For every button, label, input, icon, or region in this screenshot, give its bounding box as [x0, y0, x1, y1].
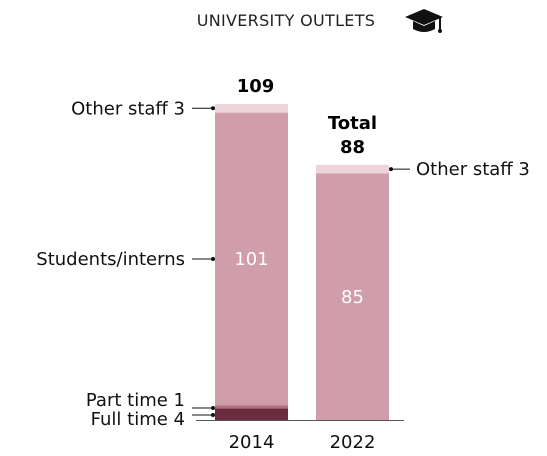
graduation-cap-icon	[405, 9, 443, 33]
chart-title: UNIVERSITY OUTLETS	[197, 11, 376, 30]
bar-segment-2014-part-time	[215, 405, 288, 409]
leader-dot-2014-full-time	[211, 413, 215, 417]
annotation-2022-other-staff: Other staff 3	[416, 159, 530, 180]
bar-segment-2014-full-time	[215, 408, 288, 420]
annotation-2014-part-time: Part time 1	[86, 390, 185, 411]
annotation-2014-students-interns: Students/interns	[36, 249, 185, 270]
x-tick-label-2022: 2022	[330, 432, 376, 453]
leader-dot-2014-other-staff	[211, 106, 215, 111]
total-value-2014: 109	[237, 76, 275, 97]
chart-header: UNIVERSITY OUTLETS	[197, 9, 443, 33]
bar-segment-2014-students-interns	[215, 112, 288, 406]
chart-bars	[215, 103, 389, 420]
total-heading-2022: Total	[328, 113, 377, 134]
leader-dot-2014-part-time	[211, 406, 215, 410]
annotation-2014-other-staff: Other staff 3	[71, 98, 185, 119]
chart-marks: 101 85 109 Total 88 Other staff 3 Students/int…	[36, 76, 530, 453]
annotation-2014-full-time: Full time 4	[91, 409, 185, 430]
bar-segment-2014-other-staff	[215, 103, 288, 113]
x-tick-label-2014: 2014	[229, 432, 275, 453]
bar-segment-2022-students-interns	[316, 173, 389, 420]
bar-segment-2022-other-staff	[316, 164, 389, 174]
bar-value-label-2014: 101	[234, 249, 268, 270]
leader-dot-2022-other-staff	[389, 167, 393, 172]
bar-value-label-2022: 85	[341, 287, 364, 308]
total-value-2022: 88	[340, 137, 365, 158]
leader-dot-2014-students-interns	[211, 257, 215, 262]
